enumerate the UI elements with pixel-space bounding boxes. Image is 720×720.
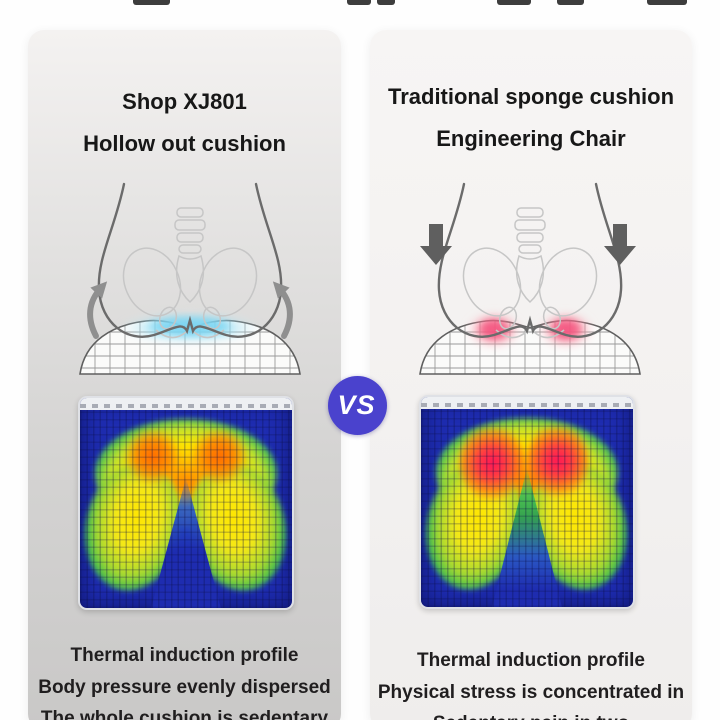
left-thermal-heatmap (78, 396, 294, 610)
left-panel-title: Shop XJ801 Hollow out cushion (14, 81, 355, 165)
heatmap-number-grid-texture (80, 398, 292, 608)
right-panel: Traditional sponge cushion Engineering C… (370, 30, 692, 720)
left-panel-captions: Thermal induction profile Body pressure … (12, 640, 357, 720)
right-title-line1: Traditional sponge cushion (387, 84, 675, 109)
cropped-text-fragment (133, 0, 170, 5)
left-title-line2: Hollow out cushion (83, 131, 286, 156)
cropped-text-fragment (647, 0, 687, 5)
right-panel-captions: Thermal induction profile Physical stres… (354, 645, 708, 720)
cropped-text-fragment (347, 0, 371, 5)
right-title-line2: Engineering Chair (436, 126, 626, 151)
cropped-text-fragment (557, 0, 584, 5)
mesh-cushion (419, 319, 641, 375)
cropped-text-fragment (497, 0, 531, 5)
heat-hotspot-right (527, 422, 589, 500)
heat-hotspot-left (459, 424, 525, 502)
heat-core-left (124, 427, 180, 487)
left-caption-line1: Thermal induction profile (70, 645, 299, 666)
down-arrow-icon (420, 224, 636, 265)
right-panel-title: Traditional sponge cushion Engineering C… (356, 76, 706, 160)
heatmap-top-edge (80, 398, 292, 410)
cropped-text-fragment (377, 0, 395, 5)
left-panel: Shop XJ801 Hollow out cushion (28, 30, 341, 720)
heatmap-number-grid-texture (421, 397, 633, 607)
heat-core-right (192, 427, 248, 487)
left-title-line1: Shop XJ801 (122, 89, 247, 114)
red-pressure-glow (465, 311, 595, 349)
right-caption-line2: Physical stress is concentrated in (377, 681, 685, 703)
left-caption-line2: Body pressure evenly dispersed (38, 676, 331, 698)
right-thermal-heatmap (419, 395, 635, 609)
left-caption-line3: The whole cushion is sedentary (40, 708, 329, 720)
sponge-cushion-illustration (419, 182, 641, 375)
right-caption-line1: Thermal induction profile (416, 650, 645, 671)
pelvis-sketch (462, 207, 598, 339)
pelvis-sketch (122, 207, 258, 339)
hollow-cushion-illustration (79, 182, 301, 375)
buttocks-outline (437, 182, 623, 338)
up-arrow-icon (87, 281, 293, 339)
right-caption-line3: Sedentary pain in two (354, 708, 708, 720)
vs-badge: VS (328, 376, 387, 435)
heatmap-top-edge (421, 397, 633, 409)
